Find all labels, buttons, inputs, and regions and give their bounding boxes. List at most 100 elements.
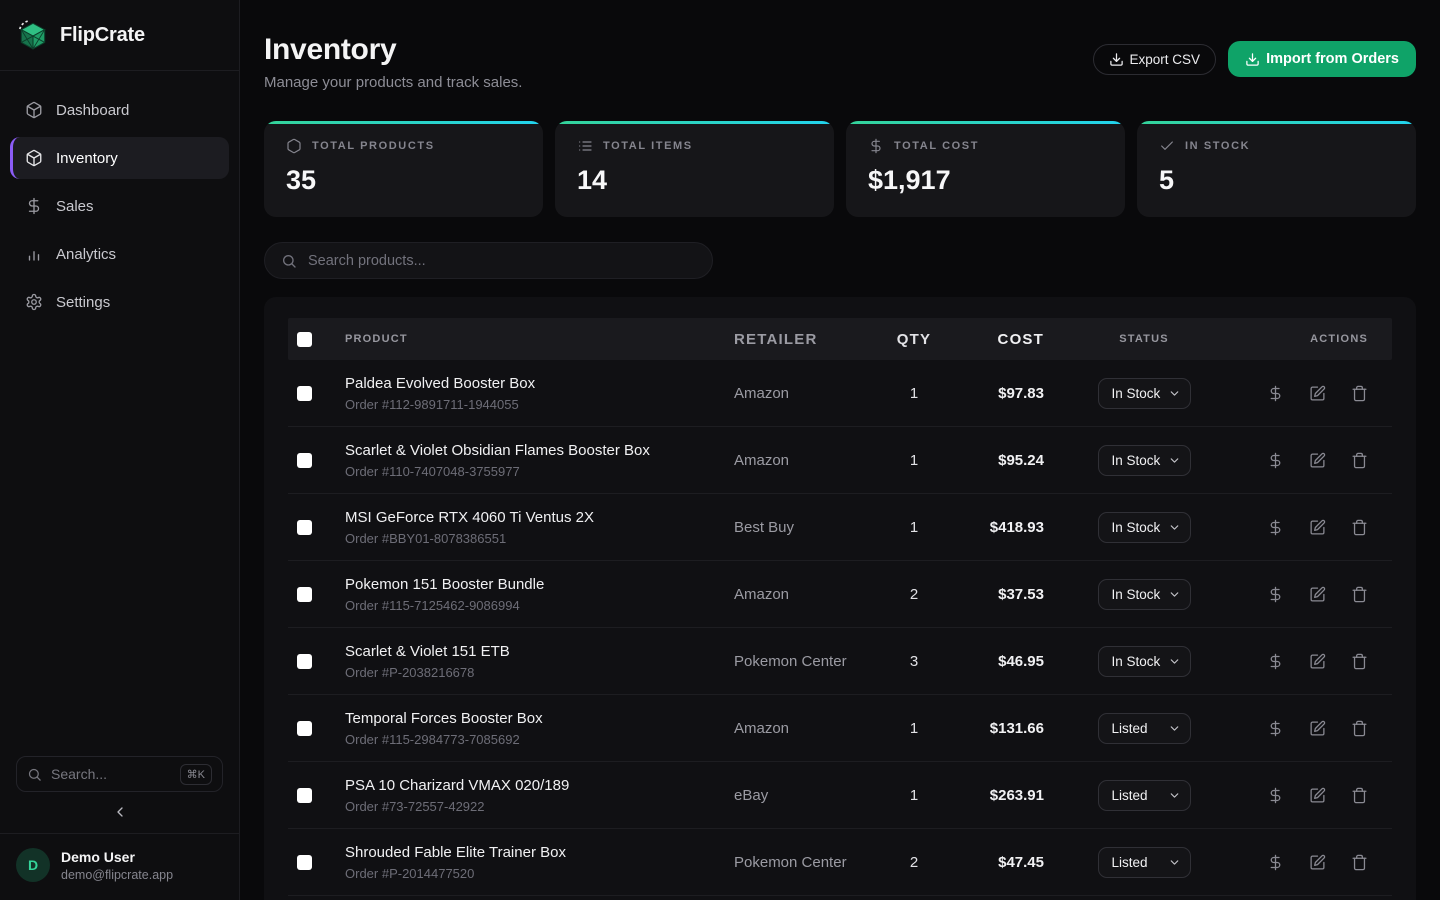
row-checkbox[interactable] (297, 386, 312, 401)
product-name: PSA 10 Charizard VMAX 020/189 (345, 777, 734, 794)
mark-sold-button[interactable] (1267, 787, 1284, 804)
delete-button[interactable] (1351, 787, 1368, 804)
edit-button[interactable] (1309, 653, 1326, 670)
dollar-icon (1267, 586, 1284, 603)
qty-cell: 1 (884, 385, 944, 402)
import-from-orders-label: Import from Orders (1266, 51, 1399, 67)
row-checkbox[interactable] (297, 453, 312, 468)
delete-button[interactable] (1351, 720, 1368, 737)
status-select[interactable]: In Stock (1098, 646, 1191, 677)
table-row: Scarlet & Violet Obsidian Flames Booster… (288, 427, 1392, 494)
mark-sold-button[interactable] (1267, 653, 1284, 670)
status-select[interactable]: Listed (1098, 847, 1191, 878)
user-profile[interactable]: D Demo User demo@flipcrate.app (0, 833, 239, 900)
sidebar-search[interactable]: Search... ⌘K (16, 756, 223, 792)
select-all-checkbox[interactable] (297, 332, 312, 347)
stat-value: $1,917 (868, 165, 1103, 196)
edit-button[interactable] (1309, 519, 1326, 536)
edit-button[interactable] (1309, 385, 1326, 402)
cost-cell: $95.24 (944, 452, 1044, 469)
cost-cell: $131.66 (944, 720, 1044, 737)
chevron-down-icon (1168, 387, 1181, 400)
retailer-cell: Pokemon Center (734, 653, 884, 670)
table-header: PRODUCT RETAILER QTY COST STATUS ACTIONS (288, 318, 1392, 360)
status-select[interactable]: In Stock (1098, 378, 1191, 409)
edit-button[interactable] (1309, 720, 1326, 737)
retailer-cell: eBay (734, 787, 884, 804)
search-placeholder: Search products... (308, 253, 426, 269)
status-select[interactable]: In Stock (1098, 579, 1191, 610)
row-checkbox[interactable] (297, 788, 312, 803)
edit-icon (1309, 854, 1326, 871)
stat-value: 14 (577, 165, 812, 196)
row-checkbox[interactable] (297, 721, 312, 736)
mark-sold-button[interactable] (1267, 720, 1284, 737)
import-from-orders-button[interactable]: Import from Orders (1228, 41, 1416, 77)
chevron-down-icon (1168, 521, 1181, 534)
delete-button[interactable] (1351, 854, 1368, 871)
status-select[interactable]: In Stock (1098, 445, 1191, 476)
product-name: MSI GeForce RTX 4060 Ti Ventus 2X (345, 509, 734, 526)
retailer-cell: Best Buy (734, 519, 884, 536)
mark-sold-button[interactable] (1267, 854, 1284, 871)
table-body: Paldea Evolved Booster Box Order #112-98… (288, 360, 1392, 900)
retailer-cell: Amazon (734, 586, 884, 603)
sidebar-item-label: Dashboard (56, 102, 129, 119)
dollar-icon (1267, 385, 1284, 402)
row-checkbox[interactable] (297, 520, 312, 535)
mark-sold-button[interactable] (1267, 452, 1284, 469)
retailer-cell: Amazon (734, 452, 884, 469)
card-accent-bar (1137, 121, 1416, 124)
product-order-number: Order #73-72557-42922 (345, 799, 734, 814)
stat-card-total-products: TOTAL PRODUCTS 35 (264, 121, 543, 217)
delete-button[interactable] (1351, 586, 1368, 603)
stat-card-total-items: TOTAL ITEMS 14 (555, 121, 834, 217)
export-csv-button[interactable]: Export CSV (1093, 44, 1217, 75)
dollar-icon (1267, 720, 1284, 737)
retailer-cell: Amazon (734, 385, 884, 402)
product-order-number: Order #P-2038216678 (345, 665, 734, 680)
row-checkbox[interactable] (297, 654, 312, 669)
sidebar-item-dashboard[interactable]: Dashboard (10, 89, 229, 131)
download-icon (1109, 52, 1124, 67)
delete-button[interactable] (1351, 653, 1368, 670)
edit-button[interactable] (1309, 586, 1326, 603)
delete-button[interactable] (1351, 452, 1368, 469)
sidebar-collapse-button[interactable] (112, 804, 128, 820)
mark-sold-button[interactable] (1267, 586, 1284, 603)
sidebar-item-settings[interactable]: Settings (10, 281, 229, 323)
sidebar-item-label: Settings (56, 294, 110, 311)
chevron-down-icon (1168, 722, 1181, 735)
edit-button[interactable] (1309, 787, 1326, 804)
status-select[interactable]: In Stock (1098, 512, 1191, 543)
row-checkbox[interactable] (297, 855, 312, 870)
chevron-down-icon (1168, 789, 1181, 802)
status-value: Listed (1112, 721, 1148, 736)
status-select[interactable]: Listed (1098, 780, 1191, 811)
dollar-icon (25, 197, 43, 215)
status-select[interactable]: Listed (1098, 713, 1191, 744)
product-order-number: Order #BBY01-8078386551 (345, 531, 734, 546)
row-checkbox[interactable] (297, 587, 312, 602)
keyboard-shortcut-badge: ⌘K (180, 764, 212, 785)
sidebar-item-analytics[interactable]: Analytics (10, 233, 229, 275)
sidebar-search-placeholder: Search... (51, 766, 171, 782)
sidebar-item-label: Sales (56, 198, 94, 215)
edit-button[interactable] (1309, 854, 1326, 871)
edit-button[interactable] (1309, 452, 1326, 469)
mark-sold-button[interactable] (1267, 385, 1284, 402)
trash-icon (1351, 653, 1368, 670)
delete-button[interactable] (1351, 519, 1368, 536)
qty-cell: 3 (884, 653, 944, 670)
cost-cell: $97.83 (944, 385, 1044, 402)
edit-icon (1309, 720, 1326, 737)
mark-sold-button[interactable] (1267, 519, 1284, 536)
brand: FlipCrate (0, 0, 239, 71)
sidebar-item-inventory[interactable]: Inventory (10, 137, 229, 179)
trash-icon (1351, 787, 1368, 804)
sidebar-item-sales[interactable]: Sales (10, 185, 229, 227)
search-input[interactable]: Search products... (264, 242, 713, 279)
delete-button[interactable] (1351, 385, 1368, 402)
package-icon (25, 101, 43, 119)
page-subtitle: Manage your products and track sales. (264, 74, 522, 91)
